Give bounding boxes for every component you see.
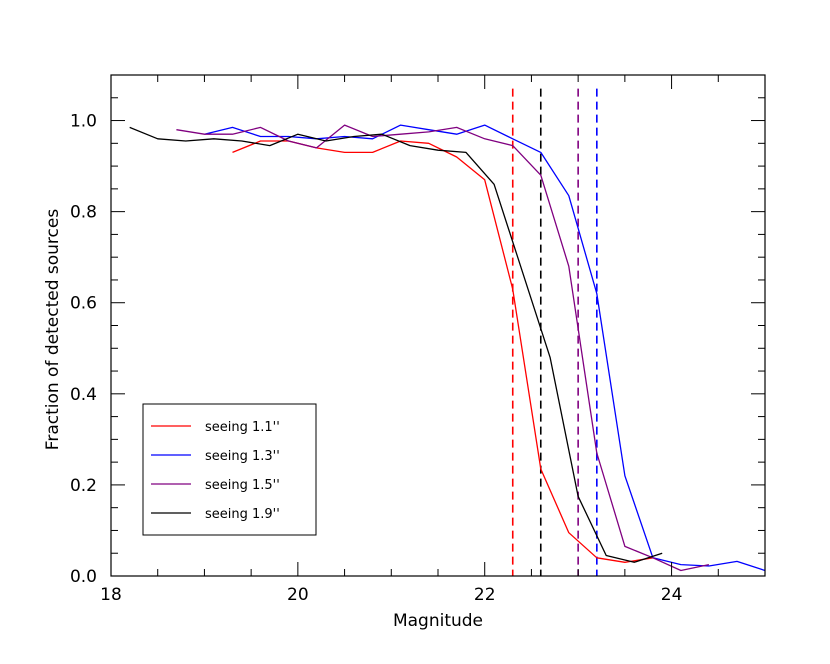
x-axis-label: Magnitude bbox=[393, 611, 483, 631]
series-line bbox=[129, 126, 663, 563]
x-tick-label: 18 bbox=[100, 585, 122, 605]
y-tick-label: 0.6 bbox=[70, 294, 97, 314]
y-tick-label: 0.2 bbox=[70, 476, 97, 496]
legend-label: seeing 1.1'' bbox=[205, 420, 280, 435]
y-tick-label: 1.0 bbox=[70, 112, 97, 132]
x-tick-label: 24 bbox=[661, 585, 683, 605]
legend-label: seeing 1.3'' bbox=[205, 449, 280, 464]
y-tick-label: 0.4 bbox=[70, 385, 97, 405]
x-tick-label: 20 bbox=[287, 585, 309, 605]
y-tick-label: 0.0 bbox=[70, 567, 97, 587]
y-tick-label: 0.8 bbox=[70, 203, 97, 223]
threshold-lines bbox=[511, 88, 598, 576]
legend: seeing 1.1'' seeing 1.3'' seeing 1.5'' seei… bbox=[142, 403, 317, 536]
legend-label: seeing 1.9'' bbox=[205, 507, 280, 522]
y-axis-label: Fraction of detected sources bbox=[43, 209, 63, 451]
series-line bbox=[176, 124, 710, 572]
tick-labels: 18 20 22 24 0.0 0.2 0.4 0.6 0.8 1.0 bbox=[70, 112, 682, 605]
legend-label: seeing 1.5'' bbox=[205, 478, 280, 493]
axis-ticks bbox=[110, 74, 766, 577]
x-tick-label: 22 bbox=[474, 585, 496, 605]
